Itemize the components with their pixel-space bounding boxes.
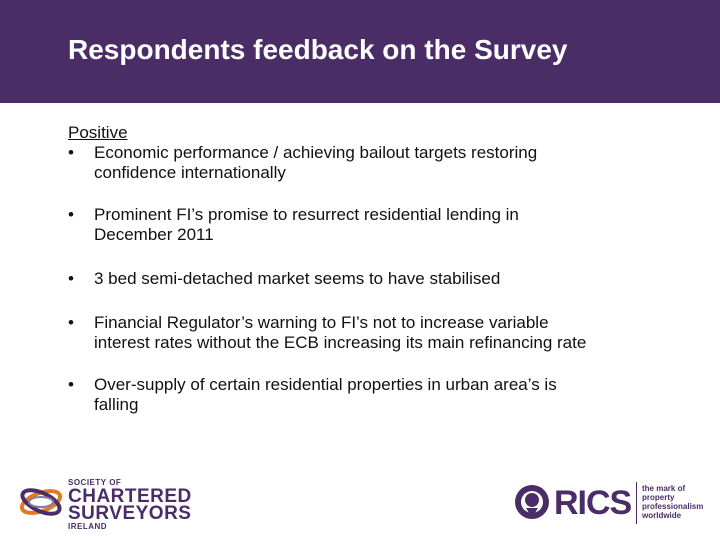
bullet-line: Over-supply of certain residential prope… xyxy=(94,375,557,394)
title-bar: Respondents feedback on the Survey xyxy=(0,0,720,103)
bullet-item: • Economic performance / achieving bailo… xyxy=(68,143,688,183)
bullet-icon: • xyxy=(68,269,74,288)
rics-tagline: the mark of property professionalism wor… xyxy=(642,484,703,520)
bullet-icon: • xyxy=(68,143,74,162)
scs-wordmark: SOCIETY OF CHARTERED SURVEYORS IRELAND xyxy=(68,478,192,532)
rics-tag-line: worldwide xyxy=(642,511,682,520)
lion-emblem-icon xyxy=(515,485,549,519)
bullet-line: Financial Regulator’s warning to FI’s no… xyxy=(94,313,549,332)
rics-divider xyxy=(636,482,637,524)
scs-line: CHARTERED xyxy=(68,486,192,507)
subheading-positive: Positive xyxy=(68,123,128,142)
rics-tag-line: professionalism xyxy=(642,502,704,511)
rics-tag-line: the mark of xyxy=(642,484,686,493)
scs-swirl-icon xyxy=(19,488,63,516)
bullet-item: • Over-supply of certain residential pro… xyxy=(68,375,688,415)
bullet-icon: • xyxy=(68,313,74,332)
bullet-line: Economic performance / achieving bailout… xyxy=(94,143,538,162)
scs-line: SURVEYORS xyxy=(68,503,192,524)
rics-tag-line: property xyxy=(642,493,675,502)
bullet-icon: • xyxy=(68,205,74,224)
rics-logo: RICS the mark of property professionalis… xyxy=(512,478,712,528)
slide-title: Respondents feedback on the Survey xyxy=(68,34,568,65)
bullet-line: December 2011 xyxy=(94,225,214,244)
bullet-item: • Prominent FI’s promise to resurrect re… xyxy=(68,205,688,245)
rics-wordmark: RICS xyxy=(554,484,632,522)
bullet-icon: • xyxy=(68,375,74,394)
scs-line: SOCIETY OF xyxy=(68,478,122,487)
bullet-line: confidence internationally xyxy=(94,163,286,182)
bullet-item: • Financial Regulator’s warning to FI’s … xyxy=(68,313,688,353)
bullet-line: falling xyxy=(94,395,139,414)
scs-logo: SOCIETY OF CHARTERED SURVEYORS IRELAND xyxy=(18,478,218,531)
bullet-line: Prominent FI’s promise to resurrect resi… xyxy=(94,205,519,224)
slide-body: Positive • Economic performance / achiev… xyxy=(68,123,688,415)
scs-line: IRELAND xyxy=(68,522,108,531)
bullet-line: 3 bed semi-detached market seems to have… xyxy=(94,269,501,288)
bullet-line: interest rates without the ECB increasin… xyxy=(94,333,587,352)
bullet-item: • 3 bed semi-detached market seems to ha… xyxy=(68,269,688,289)
